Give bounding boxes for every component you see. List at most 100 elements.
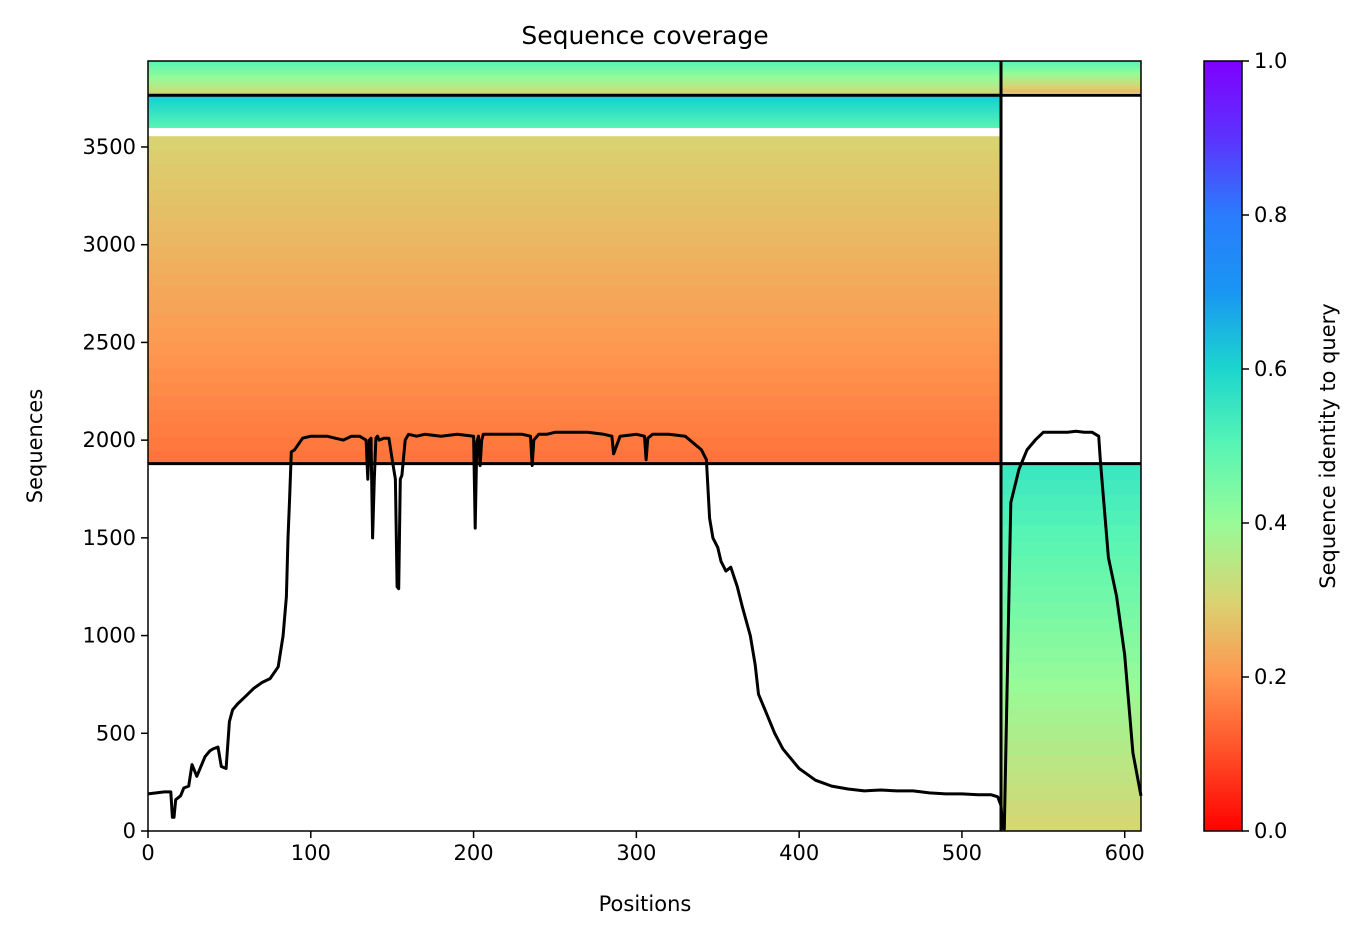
heatmap-band bbox=[1001, 64, 1141, 67]
heatmap-band bbox=[148, 149, 1002, 165]
heatmap-band bbox=[148, 86, 1002, 89]
heatmap-band bbox=[1001, 68, 1141, 71]
heatmap-band bbox=[1001, 77, 1141, 80]
heatmap-band bbox=[148, 115, 1002, 118]
y-axis-label: Sequences bbox=[23, 389, 47, 504]
y-axis: 0 500 1000 1500 2000 2500 3000 3500 bbox=[83, 135, 148, 843]
heatmap-band bbox=[1001, 463, 1141, 480]
heatmap-band bbox=[1001, 662, 1141, 679]
heatmap-band bbox=[148, 63, 1002, 66]
heatmap-band bbox=[148, 368, 1002, 383]
heatmap-band bbox=[148, 103, 1002, 106]
coverage-line bbox=[147, 429, 1143, 831]
heatmap-band bbox=[1001, 80, 1141, 83]
colorbar bbox=[1203, 60, 1243, 832]
x-tick-label: 0 bbox=[141, 841, 154, 865]
colorbar-label: Sequence identity to query bbox=[1316, 303, 1340, 588]
heatmap-band bbox=[1001, 723, 1141, 740]
heatmap-band bbox=[1001, 540, 1141, 557]
y-tick-label: 2000 bbox=[83, 428, 136, 452]
heatmap-band bbox=[1001, 570, 1141, 587]
heatmap-band bbox=[148, 395, 1002, 410]
heatmap-band bbox=[148, 119, 1002, 122]
heatmap-band bbox=[1001, 601, 1141, 618]
heatmap-band bbox=[148, 245, 1002, 260]
heatmap-band bbox=[148, 68, 1002, 71]
colorbar-tick-label: 0.8 bbox=[1254, 203, 1287, 227]
heatmap-band bbox=[1001, 708, 1141, 725]
heatmap-band bbox=[148, 73, 1002, 76]
heatmap-band bbox=[148, 126, 1002, 129]
heatmap-band bbox=[1001, 647, 1141, 664]
heatmap-band bbox=[148, 381, 1002, 396]
heatmap-band bbox=[148, 109, 1002, 112]
heatmap-band bbox=[148, 114, 1002, 116]
heatmap-band bbox=[1001, 586, 1141, 602]
heatmap-band bbox=[1001, 87, 1141, 89]
heatmap-band bbox=[148, 163, 1002, 178]
heatmap-band bbox=[1001, 79, 1141, 82]
heatmap-band bbox=[1001, 616, 1141, 633]
heatmap-band bbox=[148, 62, 1002, 65]
heatmap-band bbox=[148, 79, 1002, 82]
heatmap-band bbox=[148, 88, 1002, 91]
heatmap-band bbox=[1001, 677, 1141, 694]
heatmap-band bbox=[148, 190, 1002, 206]
heatmap-band bbox=[148, 120, 1002, 123]
heatmap-band bbox=[1001, 70, 1141, 73]
heatmap-band bbox=[1001, 739, 1141, 756]
heatmap-band bbox=[148, 177, 1002, 192]
chain-boundaries bbox=[148, 61, 1141, 831]
heatmap-band bbox=[148, 69, 1002, 72]
heatmap-band bbox=[148, 136, 1002, 151]
heatmap-band bbox=[1001, 61, 1141, 63]
heatmap-band bbox=[1001, 67, 1141, 70]
heatmap-band bbox=[148, 80, 1002, 83]
heatmap-band bbox=[148, 96, 1002, 99]
heatmap-band bbox=[1001, 631, 1141, 648]
heatmap-band bbox=[148, 100, 1002, 103]
heatmap-band bbox=[1001, 693, 1141, 710]
heatmap-band bbox=[148, 272, 1002, 287]
heatmap-band bbox=[148, 112, 1002, 115]
colorbar-tick-label: 1.0 bbox=[1254, 49, 1287, 73]
colorbar-tick-label: 0.4 bbox=[1254, 511, 1287, 535]
heatmap-band bbox=[1001, 75, 1141, 78]
plot-frame bbox=[147, 60, 1142, 832]
heatmap-band bbox=[148, 78, 1002, 81]
heatmap-band bbox=[148, 83, 1002, 86]
heatmap-band bbox=[1001, 89, 1141, 92]
x-tick-label: 600 bbox=[1105, 841, 1145, 865]
heatmap-band bbox=[148, 89, 1002, 92]
heatmap-band bbox=[148, 327, 1002, 342]
heatmap-band bbox=[148, 122, 1002, 125]
x-tick-label: 200 bbox=[454, 841, 494, 865]
x-tick-label: 300 bbox=[616, 841, 656, 865]
heatmap-band bbox=[148, 299, 1002, 315]
x-tick-label: 400 bbox=[779, 841, 819, 865]
heatmap-band bbox=[148, 90, 1002, 93]
heatmap-band bbox=[1001, 90, 1141, 93]
heatmap-band bbox=[148, 65, 1002, 68]
heatmap-band bbox=[148, 85, 1002, 88]
heatmap-band bbox=[148, 436, 1002, 451]
heatmap-band bbox=[1001, 66, 1141, 69]
heatmap-band bbox=[1001, 754, 1141, 771]
y-tick-label: 1500 bbox=[83, 526, 136, 550]
heatmap-band bbox=[148, 105, 1002, 108]
heatmap-band bbox=[1001, 785, 1141, 801]
y-tick-label: 1000 bbox=[83, 624, 136, 648]
heatmap-band bbox=[148, 101, 1002, 104]
heatmap-band bbox=[1001, 83, 1141, 86]
coverage-heatmap bbox=[148, 61, 1141, 831]
heatmap-band bbox=[148, 449, 1002, 465]
heatmap-band bbox=[148, 99, 1002, 102]
y-tick-label: 500 bbox=[96, 721, 136, 745]
heatmap-band bbox=[148, 231, 1002, 246]
heatmap-band bbox=[1001, 88, 1141, 91]
heatmap-band bbox=[148, 76, 1002, 79]
heatmap-band bbox=[148, 116, 1002, 119]
colorbar-tick-label: 0.6 bbox=[1254, 357, 1287, 381]
heatmap-band bbox=[1001, 72, 1141, 75]
